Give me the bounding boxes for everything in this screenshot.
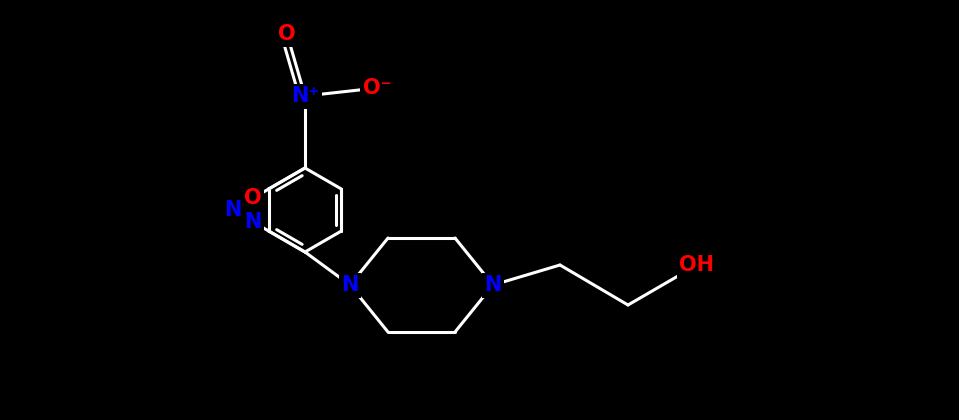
Text: N: N [224, 200, 242, 220]
Text: O: O [244, 189, 262, 208]
Text: O⁻: O⁻ [363, 78, 391, 98]
Text: OH: OH [680, 255, 714, 275]
Text: O: O [278, 24, 295, 44]
Text: N: N [484, 275, 502, 295]
Text: N: N [341, 275, 359, 295]
Text: N: N [244, 212, 261, 231]
Text: N⁺: N⁺ [291, 86, 319, 106]
